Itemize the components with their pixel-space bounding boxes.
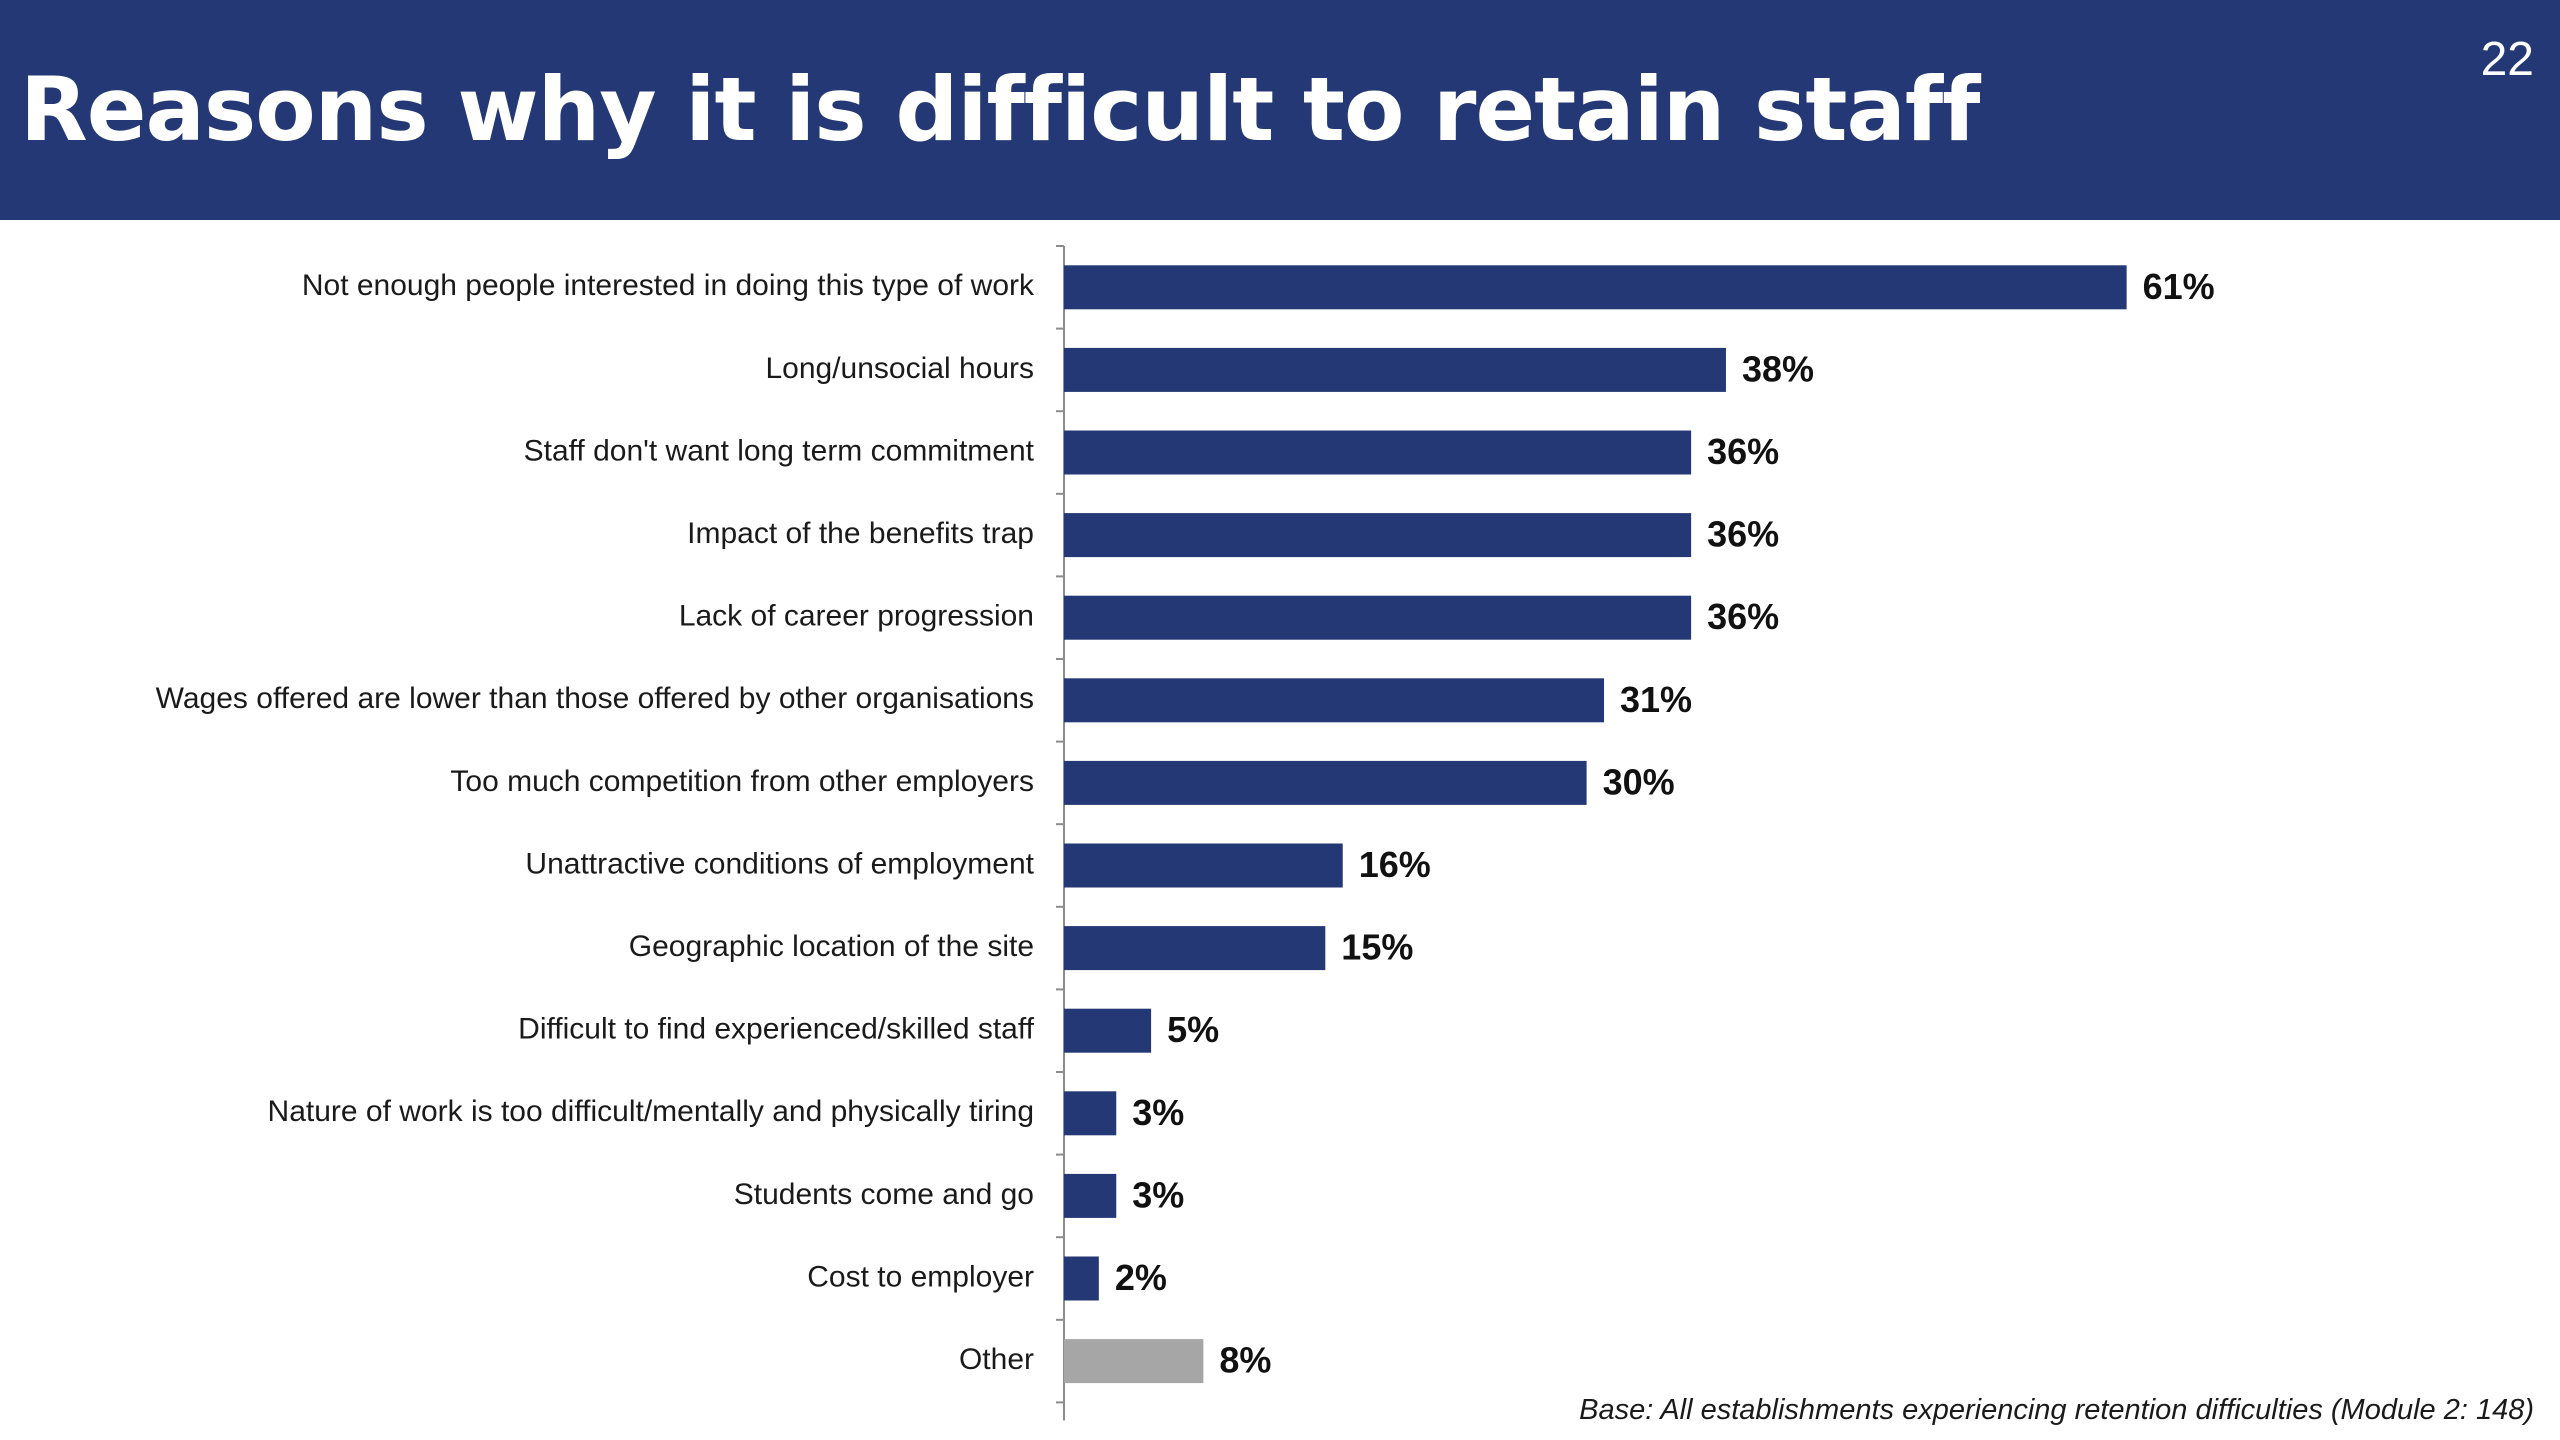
category-label: Lack of career progression [679, 600, 1034, 633]
data-label: 2% [1115, 1257, 1167, 1298]
bar [1064, 430, 1692, 475]
data-label: 5% [1167, 1009, 1219, 1050]
category-label: Other [959, 1343, 1034, 1376]
data-label: 36% [1707, 514, 1779, 555]
chart-axis [1056, 245, 1065, 1421]
slide-title: Reasons why it is difficult to retain st… [20, 58, 1980, 161]
data-label: 8% [1219, 1340, 1271, 1381]
bar [1064, 595, 1692, 640]
page-number: 22 [2480, 33, 2534, 86]
bar [1064, 1091, 1117, 1136]
category-label: Students come and go [734, 1178, 1034, 1211]
category-label: Unattractive conditions of employment [525, 847, 1034, 880]
data-label: 38% [1742, 348, 1814, 389]
data-label: 31% [1620, 679, 1692, 720]
data-label: 3% [1132, 1092, 1184, 1133]
category-label: Geographic location of the site [629, 930, 1034, 963]
category-label: Too much competition from other employer… [450, 765, 1034, 798]
chart-category-labels: Not enough people interested in doing th… [156, 269, 1035, 1376]
category-label: Staff don't want long term commitment [524, 434, 1035, 467]
category-label: Long/unsocial hours [765, 352, 1034, 385]
bar [1064, 843, 1343, 888]
chart-value-labels: 61% 38% 36% 36% 36% 31% 30% 16% 15% 5% 3% 3% 2% 8% [1115, 266, 2215, 1381]
bar [1064, 1339, 1204, 1384]
data-label: 36% [1707, 596, 1779, 637]
bar [1064, 265, 2127, 310]
data-label: 61% [2143, 266, 2215, 307]
data-label: 3% [1132, 1174, 1184, 1215]
bar [1064, 1173, 1117, 1218]
header-band [0, 0, 2560, 220]
category-label: Wages offered are lower than those offer… [156, 682, 1034, 715]
bar [1064, 926, 1326, 971]
bar [1064, 678, 1605, 723]
chart-bars [1064, 265, 2127, 1384]
bar [1064, 760, 1587, 805]
data-label: 30% [1603, 761, 1675, 802]
data-label: 36% [1707, 431, 1779, 472]
data-label: 15% [1341, 927, 1413, 968]
category-label: Difficult to find experienced/skilled st… [518, 1013, 1034, 1046]
category-label: Not enough people interested in doing th… [302, 269, 1035, 302]
category-label: Nature of work is too difficult/mentally… [268, 1095, 1034, 1128]
category-label: Cost to employer [807, 1260, 1034, 1293]
bar [1064, 1256, 1099, 1301]
bar [1064, 1008, 1152, 1053]
data-label: 16% [1359, 844, 1431, 885]
bar [1064, 347, 1726, 392]
category-label: Impact of the benefits trap [687, 517, 1034, 550]
base-note: Base: All establishments experiencing re… [1579, 1394, 2534, 1426]
bar [1064, 513, 1692, 558]
